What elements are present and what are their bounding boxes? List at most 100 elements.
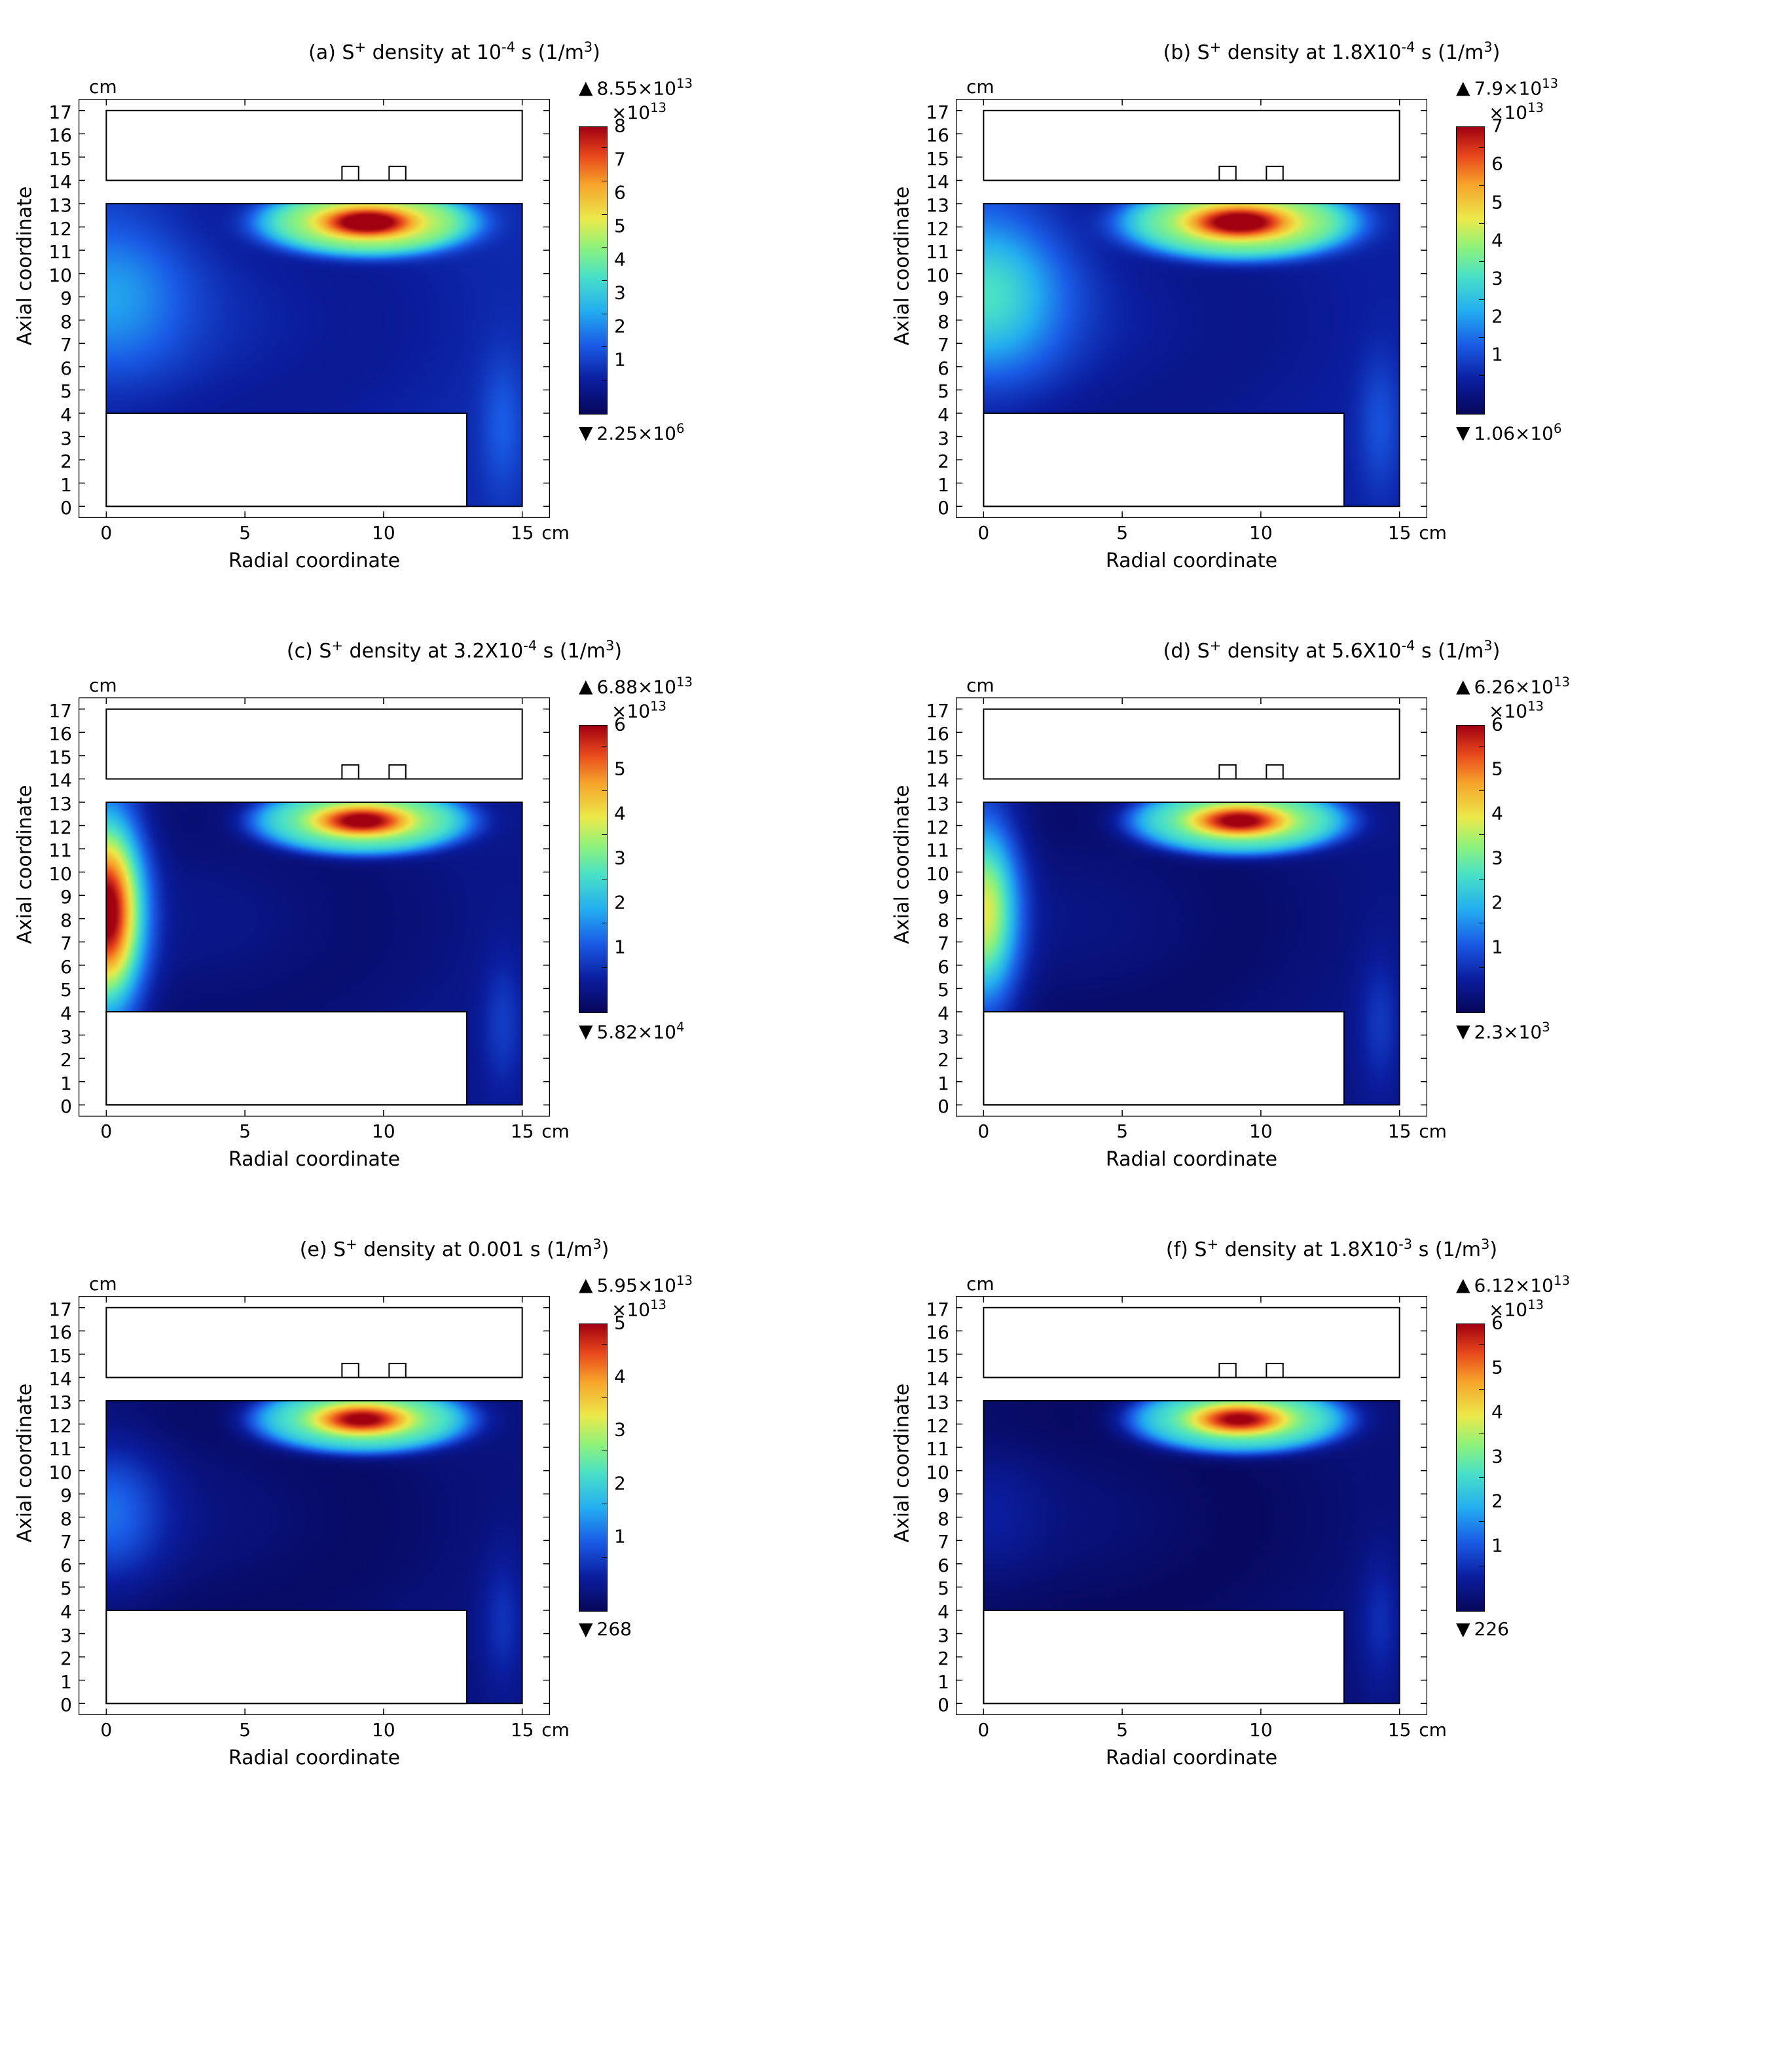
colorbar-tick: 1 <box>1491 1534 1503 1556</box>
colorbar-min: 268 <box>597 1618 632 1640</box>
colorbar-max: 7.9×1013 <box>1474 76 1559 99</box>
x-ticks: 051015cm <box>79 1715 550 1741</box>
plot-svg <box>956 1296 1427 1715</box>
colorbar-tick: 5 <box>1491 1357 1503 1378</box>
x-ticks: 051015cm <box>956 1715 1427 1741</box>
y-ticks: 01234567891011121314151617 <box>919 99 956 518</box>
colorbar-tick: 4 <box>614 803 626 824</box>
colorbar-tick: 1 <box>614 1526 626 1547</box>
x-axis-label: Radial coordinate <box>79 549 550 572</box>
colorbar: ▲ 5.95×1013×101312345▼ 268 <box>579 1273 693 1640</box>
y-unit: cm <box>89 1273 550 1295</box>
colorbar-max: 8.55×1013 <box>597 76 693 99</box>
figure-grid: (a) S+ density at 10-4 s (1/m3)Axial coo… <box>42 39 1744 1769</box>
colorbar-tick: 2 <box>614 1472 626 1494</box>
colorbar-tick: 4 <box>1491 803 1503 824</box>
colorbar-tick: 2 <box>1491 891 1503 913</box>
colorbar-tick: 4 <box>1491 229 1503 251</box>
panel-d: (d) S+ density at 5.6X10-4 s (1/m3)Axial… <box>919 638 1744 1171</box>
y-ticks: 01234567891011121314151617 <box>919 697 956 1117</box>
y-axis-label: Axial coordinate <box>14 1384 37 1543</box>
x-ticks: 051015cm <box>79 518 550 544</box>
colorbar-tick: 4 <box>1491 1401 1503 1423</box>
colorbar-tick: 3 <box>1491 1445 1503 1467</box>
y-ticks: 01234567891011121314151617 <box>42 99 79 518</box>
colorbar-tick: 6 <box>1491 714 1503 735</box>
colorbar-tick: 8 <box>614 115 626 137</box>
x-axis-label: Radial coordinate <box>956 1148 1427 1171</box>
colorbar-tick: 7 <box>1491 115 1503 137</box>
colorbar-tick: 5 <box>1491 758 1503 780</box>
colorbar-tick: 5 <box>1491 191 1503 213</box>
y-ticks: 01234567891011121314151617 <box>919 1296 956 1715</box>
colorbar-tick: 2 <box>614 891 626 913</box>
colorbar-max: 6.88×1013 <box>597 675 693 697</box>
colorbar-tick: 6 <box>1491 153 1503 175</box>
colorbar: ▲ 8.55×1013×101312345678▼ 2.25×106 <box>579 76 693 444</box>
y-axis-label: Axial coordinate <box>14 187 37 346</box>
panel-a: (a) S+ density at 10-4 s (1/m3)Axial coo… <box>42 39 867 572</box>
panel-title: (b) S+ density at 1.8X10-4 s (1/m3) <box>919 39 1744 64</box>
panel-title: (d) S+ density at 5.6X10-4 s (1/m3) <box>919 638 1744 663</box>
y-unit: cm <box>89 675 550 696</box>
colorbar-tick: 2 <box>1491 1490 1503 1511</box>
plot-svg <box>956 99 1427 518</box>
x-axis-label: Radial coordinate <box>79 1148 550 1171</box>
panel-f: (f) S+ density at 1.8X10-3 s (1/m3)Axial… <box>919 1236 1744 1769</box>
x-unit: cm <box>1419 1120 1447 1142</box>
y-axis-label: Axial coordinate <box>14 785 37 944</box>
x-unit: cm <box>541 1120 570 1142</box>
plot-svg <box>79 697 550 1117</box>
y-unit: cm <box>89 76 550 98</box>
panel-title: (f) S+ density at 1.8X10-3 s (1/m3) <box>919 1236 1744 1261</box>
colorbar-tick: 6 <box>614 714 626 735</box>
colorbar-tick: 3 <box>614 847 626 868</box>
x-axis-label: Radial coordinate <box>956 1747 1427 1769</box>
colorbar-tick: 4 <box>614 248 626 270</box>
x-unit: cm <box>541 522 570 544</box>
colorbar-tick: 7 <box>614 149 626 170</box>
colorbar: ▲ 7.9×1013×10131234567▼ 1.06×106 <box>1456 76 1561 444</box>
colorbar-min: 5.82×104 <box>597 1020 685 1043</box>
colorbar-tick: 6 <box>1491 1312 1503 1334</box>
y-ticks: 01234567891011121314151617 <box>42 1296 79 1715</box>
colorbar-tick: 5 <box>614 758 626 780</box>
colorbar-tick: 3 <box>1491 268 1503 289</box>
y-axis-label: Axial coordinate <box>891 1384 914 1543</box>
panel-b: (b) S+ density at 1.8X10-4 s (1/m3)Axial… <box>919 39 1744 572</box>
colorbar-min: 1.06×106 <box>1474 421 1562 444</box>
colorbar-tick: 5 <box>614 1312 626 1334</box>
colorbar-tick: 3 <box>614 282 626 303</box>
colorbar-min: 2.25×106 <box>597 421 685 444</box>
panel-title: (e) S+ density at 0.001 s (1/m3) <box>42 1236 867 1261</box>
colorbar-tick: 2 <box>1491 306 1503 327</box>
colorbar-tick: 1 <box>1491 936 1503 957</box>
x-axis-label: Radial coordinate <box>956 549 1427 572</box>
colorbar: ▲ 6.26×1013×1013123456▼ 2.3×103 <box>1456 675 1570 1043</box>
x-ticks: 051015cm <box>956 518 1427 544</box>
colorbar-tick: 4 <box>614 1365 626 1387</box>
y-unit: cm <box>966 1273 1427 1295</box>
panel-c: (c) S+ density at 3.2X10-4 s (1/m3)Axial… <box>42 638 867 1171</box>
x-ticks: 051015cm <box>956 1117 1427 1143</box>
colorbar: ▲ 6.12×1013×1013123456▼ 226 <box>1456 1273 1570 1640</box>
y-unit: cm <box>966 675 1427 696</box>
colorbar-min: 226 <box>1474 1618 1509 1640</box>
panel-e: (e) S+ density at 0.001 s (1/m3)Axial co… <box>42 1236 867 1769</box>
colorbar-tick: 1 <box>614 348 626 370</box>
plot-svg <box>956 697 1427 1117</box>
x-ticks: 051015cm <box>79 1117 550 1143</box>
colorbar-min: 2.3×103 <box>1474 1020 1550 1043</box>
x-unit: cm <box>1419 1719 1447 1741</box>
colorbar-tick: 1 <box>1491 344 1503 365</box>
colorbar-tick: 2 <box>614 315 626 337</box>
plot-svg <box>79 99 550 518</box>
x-axis-label: Radial coordinate <box>79 1747 550 1769</box>
colorbar-tick: 3 <box>614 1419 626 1441</box>
x-unit: cm <box>541 1719 570 1741</box>
colorbar-max: 5.95×1013 <box>597 1273 693 1296</box>
colorbar-tick: 3 <box>1491 847 1503 868</box>
colorbar: ▲ 6.88×1013×1013123456▼ 5.82×104 <box>579 675 693 1043</box>
colorbar-max: 6.12×1013 <box>1474 1273 1570 1296</box>
panel-title: (c) S+ density at 3.2X10-4 s (1/m3) <box>42 638 867 663</box>
